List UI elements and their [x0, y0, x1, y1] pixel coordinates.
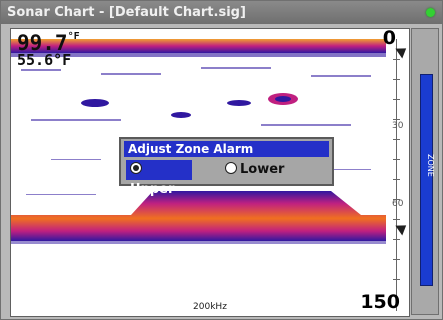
surface-clutter [11, 39, 386, 53]
water-temperature-readout: 99.7°F [17, 31, 80, 55]
fish-arch [227, 100, 251, 106]
zone-sidebar: ZONE [411, 28, 439, 315]
depth-tick-label: 60 [392, 199, 404, 209]
radio-unselected-icon [225, 162, 237, 174]
zone-bar-label: ZONE [426, 153, 435, 177]
zone-alarm-bar[interactable]: ZONE [420, 74, 435, 286]
secondary-temperature-readout: 55.6°F [17, 51, 72, 69]
depth-bottom-label: 150 [360, 291, 400, 313]
depth-top-label: 0 [382, 28, 396, 49]
window-titlebar: Sonar Chart - [Default Chart.sig] [1, 1, 442, 24]
depth-tick-label: 30 [392, 121, 404, 131]
window-title: Sonar Chart - [Default Chart.sig] [7, 5, 246, 20]
depth-scale: 0 30 60 150 [360, 28, 408, 316]
adjust-zone-alarm-dialog: Adjust Zone Alarm Upper Lower [119, 137, 334, 197]
dialog-title: Adjust Zone Alarm [124, 141, 329, 157]
sonar-returns [11, 39, 386, 244]
bottom-return [11, 191, 386, 241]
upper-radio-option[interactable]: Upper [126, 160, 192, 197]
lower-radio-option[interactable]: Lower [221, 160, 311, 180]
status-indicator-icon [426, 8, 435, 17]
frequency-label: 200kHz [193, 302, 227, 312]
radio-selected-icon [130, 162, 142, 174]
sonar-chart[interactable]: 99.7°F 55.6°F 0 30 60 150 200kHz [10, 28, 410, 317]
fish-arch [171, 112, 191, 118]
fish-arch [81, 99, 109, 107]
